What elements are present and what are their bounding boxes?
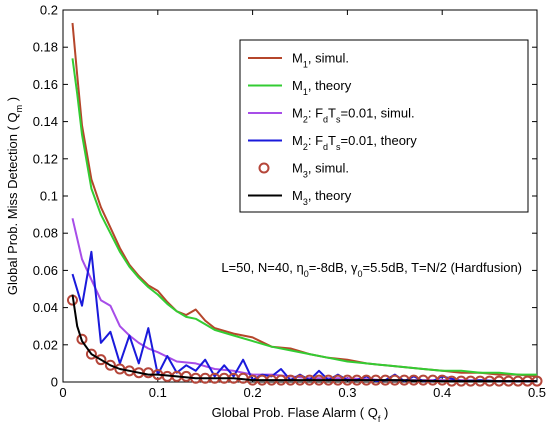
- legend-label-part: 1: [303, 87, 308, 97]
- annotation-part: 0: [304, 269, 309, 279]
- legend-item: M3, theory: [248, 188, 352, 207]
- legend-item: M2: FdTs=0.01, theory: [248, 133, 417, 152]
- y-tick-label: 0.04: [33, 300, 58, 315]
- y-axis-label-main: Global Prob. Miss Detection ( Q: [5, 112, 20, 295]
- y-axis-label: Global Prob. Miss Detection ( Qm ): [5, 97, 24, 295]
- x-axis-label: Global Prob. Flase Alarm ( Qf ): [212, 405, 389, 424]
- annotation-part: =-8dB, γ: [309, 260, 358, 275]
- y-tick-label: 0.06: [33, 263, 58, 278]
- legend-label-part: M: [292, 106, 303, 121]
- legend-label: M1, simul.: [292, 51, 349, 70]
- legend-label-part: , theory: [308, 188, 352, 203]
- legend-label-part: d: [323, 142, 328, 152]
- legend-marker: [258, 162, 270, 174]
- y-tick-label: 0.14: [33, 114, 58, 129]
- legend-label: M2: FdTs=0.01, theory: [292, 133, 417, 152]
- y-tick-label: 0.18: [33, 40, 58, 55]
- y-tick-label: 0.02: [33, 337, 58, 352]
- legend-label-part: M: [292, 51, 303, 66]
- legend-label-part: M: [292, 78, 303, 93]
- legend-label-part: 1: [303, 60, 308, 70]
- legend-box: [239, 39, 529, 213]
- x-axis-label-end: ): [380, 405, 388, 420]
- series-line: [71, 58, 537, 376]
- legend-label-part: , theory: [308, 78, 352, 93]
- y-tick-label: 0.08: [33, 226, 58, 241]
- legend-label: M3, simul.: [292, 161, 349, 180]
- chart-annotation: L=50, N=40, η0=-8dB, γ0=5.5dB, T=N/2 (Ha…: [221, 260, 522, 279]
- legend-item: M1, simul.: [248, 51, 349, 70]
- legend-label-part: 2: [303, 115, 308, 125]
- x-axis-label-main: Global Prob. Flase Alarm ( Q: [212, 405, 378, 420]
- legend-label-part: 3: [303, 197, 308, 207]
- legend-label-part: , simul.: [308, 51, 349, 66]
- legend-label-part: =0.01, theory: [341, 133, 418, 148]
- legend-item: M2: FdTs=0.01, simul.: [248, 106, 415, 125]
- series-line: [71, 250, 537, 383]
- legend-label-part: : F: [308, 133, 323, 148]
- legend-label-part: : F: [308, 106, 323, 121]
- x-tick-label: 0.3: [338, 385, 356, 400]
- y-tick-label: 0.2: [40, 3, 58, 18]
- y-tick-label: 0.12: [33, 151, 58, 166]
- legend-label-part: d: [323, 115, 328, 125]
- legend-label-part: =0.01, simul.: [341, 106, 415, 121]
- data-point: [76, 333, 88, 345]
- legend-label-part: s: [336, 142, 341, 152]
- series-layer: [66, 22, 543, 387]
- legend-label-part: M: [292, 188, 303, 203]
- x-tick-label: 0: [59, 385, 66, 400]
- y-tick-label: 0: [51, 375, 58, 390]
- data-point: [95, 354, 107, 366]
- legend-label-part: T: [328, 106, 336, 121]
- annotation-part: 0: [358, 269, 363, 279]
- data-point: [85, 348, 97, 360]
- legend-label-part: 3: [303, 170, 308, 180]
- legend-label-part: s: [336, 115, 341, 125]
- series-2: [71, 58, 537, 376]
- series-line: [71, 294, 537, 383]
- legend-label: M2: FdTs=0.01, simul.: [292, 106, 415, 125]
- y-axis-label-sub: m: [14, 105, 24, 113]
- axis-ticks: 0 0.1 0.2 0.3 0.4 0.5 0 0.02 0.04 0.06 0.08 0.1 0.12…: [33, 3, 546, 401]
- x-tick-label: 0.1: [149, 385, 167, 400]
- data-point: [104, 359, 116, 371]
- x-axis-label-sub: f: [378, 414, 381, 424]
- x-tick-label: 0.5: [528, 385, 546, 400]
- legend-item: M1, theory: [248, 78, 352, 97]
- legend-label: M1, theory: [292, 78, 352, 97]
- series-4: [71, 250, 537, 383]
- annotation-part: L=50, N=40, η: [221, 260, 303, 275]
- y-tick-label: 0.1: [40, 189, 58, 204]
- x-tick-label: 0.4: [433, 385, 451, 400]
- x-tick-label: 0.2: [244, 385, 262, 400]
- series-6: [71, 294, 537, 383]
- annotation-part: =5.5dB, T=N/2 (Hardfusion): [363, 260, 522, 275]
- legend-item: M3, simul.: [258, 161, 349, 180]
- legend-label-part: M: [292, 161, 303, 176]
- legend-label-part: , simul.: [308, 161, 349, 176]
- legend-label-part: T: [328, 133, 336, 148]
- y-tick-label: 0.16: [33, 77, 58, 92]
- legend-label: M3, theory: [292, 188, 352, 207]
- y-axis-label-end: ): [5, 97, 20, 105]
- legend-label-part: M: [292, 133, 303, 148]
- legend-label-part: 2: [303, 142, 308, 152]
